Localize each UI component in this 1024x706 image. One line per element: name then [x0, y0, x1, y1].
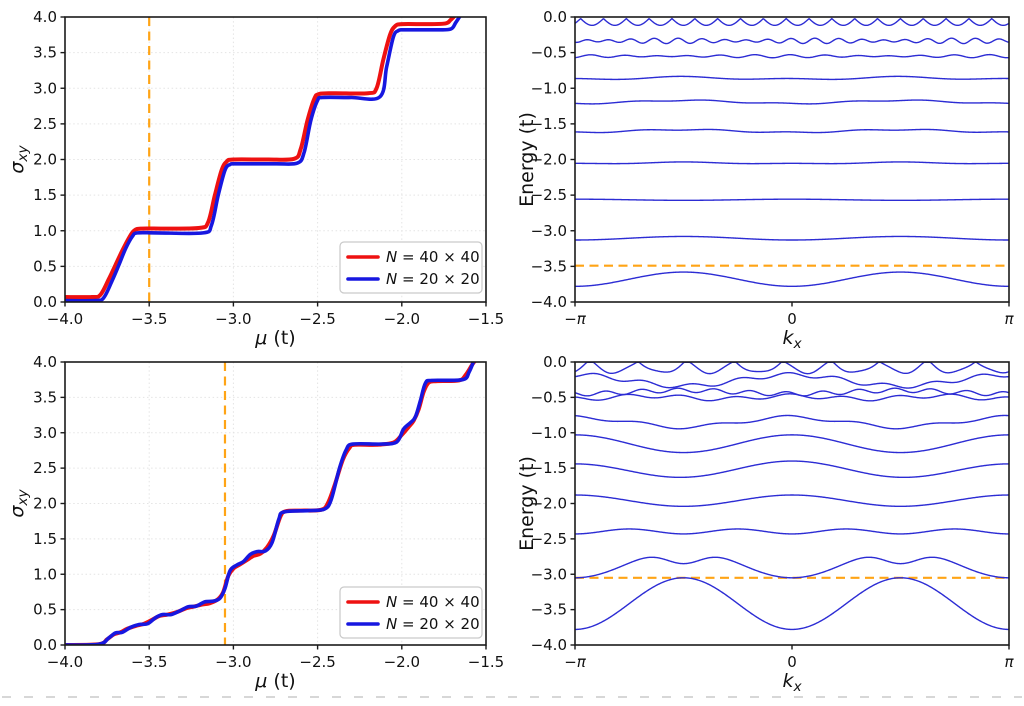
y-axis-label: σxy: [6, 488, 31, 517]
energy-band-curve: [575, 362, 1009, 375]
y-axis-label: σxy: [6, 144, 31, 173]
y-tick-label: 4.0: [33, 353, 57, 371]
x-tick-label: −1.5: [468, 310, 504, 328]
energy-band-curve: [575, 53, 1009, 59]
y-tick-label: 2.0: [33, 151, 57, 169]
y-tick-label: 0.5: [33, 601, 57, 619]
y-tick-label: −3.0: [531, 565, 567, 583]
y-tick-label: 3.5: [33, 388, 57, 406]
energy-band-curve: [575, 75, 1009, 81]
energy-band-curve: [575, 434, 1009, 454]
x-tick-label: −π: [564, 653, 587, 671]
energy-band-curve: [575, 235, 1009, 241]
x-axis-label: μ (t): [254, 327, 295, 349]
x-tick-label: π: [1004, 653, 1014, 671]
y-tick-label: 1.5: [33, 530, 57, 548]
energy-band-curve: [575, 198, 1009, 202]
y-tick-label: 0.0: [33, 293, 57, 311]
y-tick-label: −3.5: [531, 601, 567, 619]
x-tick-label: −3.0: [215, 310, 251, 328]
y-tick-label: −1.0: [531, 424, 567, 442]
legend-entry-label: N = 20 × 20: [386, 615, 480, 633]
hall-conductivity-curve: [65, 17, 457, 300]
y-tick-label: 0.0: [33, 636, 57, 654]
energy-band-curve: [575, 37, 1009, 45]
y-tick-label: −4.0: [531, 636, 567, 654]
y-tick-label: 0.0: [543, 353, 567, 371]
hall-conductivity-curve: [65, 17, 462, 302]
y-tick-label: −2.0: [531, 495, 567, 513]
band-plot-top: −π 0 π 0.0 −0.5 −1.0 −1.5 −2.0 −2.5 −3.0 −3.5 −4.0 k…: [516, 8, 1014, 352]
x-tick-label: −2.0: [384, 653, 420, 671]
hall-plot-top: −4.0 −3.5 −3.0 −2.5 −2.0 −1.5 0.0 0.5 1.0 1.5 2.0 2…: [6, 8, 504, 349]
y-axis-label: Energy (t): [516, 456, 538, 551]
x-axis-label: kx: [782, 670, 802, 695]
x-tick-label: −3.5: [131, 310, 167, 328]
y-tick-label: 1.0: [33, 565, 57, 583]
legend-entry-label: N = 20 × 20: [386, 270, 480, 288]
y-tick-label: −1.0: [531, 79, 567, 97]
band-plot-bottom: −π 0 π 0.0 −0.5 −1.0 −1.5 −2.0 −2.5 −3.0 −3.5 −4.0 k…: [516, 353, 1014, 695]
y-tick-label: 3.0: [33, 424, 57, 442]
y-tick-label: −2.5: [531, 530, 567, 548]
energy-band-curve: [575, 460, 1009, 479]
energy-band-curve: [575, 271, 1009, 288]
x-tick-label: −3.0: [215, 653, 251, 671]
y-tick-label: 1.0: [33, 222, 57, 240]
energy-band-curve: [575, 371, 1009, 389]
x-tick-label: −4.0: [47, 653, 83, 671]
y-tick-label: 3.5: [33, 44, 57, 62]
y-tick-label: −1.5: [531, 115, 567, 133]
y-tick-label: 0.0: [543, 8, 567, 26]
x-axis-label: kx: [782, 327, 802, 352]
y-tick-label: 2.5: [33, 459, 57, 477]
x-tick-label: −2.5: [299, 653, 335, 671]
x-tick-label: π: [1004, 310, 1014, 328]
y-tick-label: 3.0: [33, 79, 57, 97]
energy-band-curve: [575, 99, 1009, 105]
x-tick-label: −π: [564, 310, 587, 328]
y-axis-label: Energy (t): [516, 112, 538, 207]
y-tick-label: 1.5: [33, 186, 57, 204]
energy-band-curve: [575, 393, 1009, 402]
energy-band-curve: [575, 128, 1009, 134]
x-tick-label: −2.5: [299, 310, 335, 328]
y-tick-label: 4.0: [33, 8, 57, 26]
x-tick-label: 0: [787, 653, 797, 671]
hall-conductivity-curve: [65, 362, 476, 645]
x-tick-label: −2.0: [384, 310, 420, 328]
y-tick-label: 0.5: [33, 257, 57, 275]
axes-spines: [574, 16, 1010, 303]
y-tick-label: −2.0: [531, 151, 567, 169]
x-axis-label: μ (t): [254, 670, 295, 692]
energy-band-curve: [575, 414, 1009, 430]
y-tick-label: −3.0: [531, 222, 567, 240]
y-tick-label: −0.5: [531, 388, 567, 406]
y-tick-label: −3.5: [531, 257, 567, 275]
energy-band-curve: [575, 528, 1009, 535]
energy-band-curve: [575, 161, 1009, 165]
y-tick-label: −0.5: [531, 44, 567, 62]
energy-band-curve: [575, 494, 1009, 508]
axes-spines: [574, 361, 1010, 646]
x-tick-label: −4.0: [47, 310, 83, 328]
y-tick-label: 2.0: [33, 495, 57, 513]
energy-band-curve: [575, 17, 1009, 27]
energy-band-curve: [575, 387, 1009, 397]
y-tick-label: −1.5: [531, 459, 567, 477]
y-tick-label: 2.5: [33, 115, 57, 133]
y-tick-label: −2.5: [531, 186, 567, 204]
energy-band-curve: [575, 577, 1009, 631]
hall-plot-bottom: −4.0 −3.5 −3.0 −2.5 −2.0 −1.5 0.0 0.5 1.0 1.5 2.0 2…: [6, 353, 504, 692]
x-tick-label: 0: [787, 310, 797, 328]
x-tick-label: −3.5: [131, 653, 167, 671]
energy-band-curve: [575, 556, 1009, 579]
legend-entry-label: N = 40 × 40: [386, 593, 480, 611]
x-tick-label: −1.5: [468, 653, 504, 671]
y-tick-label: −4.0: [531, 293, 567, 311]
legend-entry-label: N = 40 × 40: [386, 248, 480, 266]
